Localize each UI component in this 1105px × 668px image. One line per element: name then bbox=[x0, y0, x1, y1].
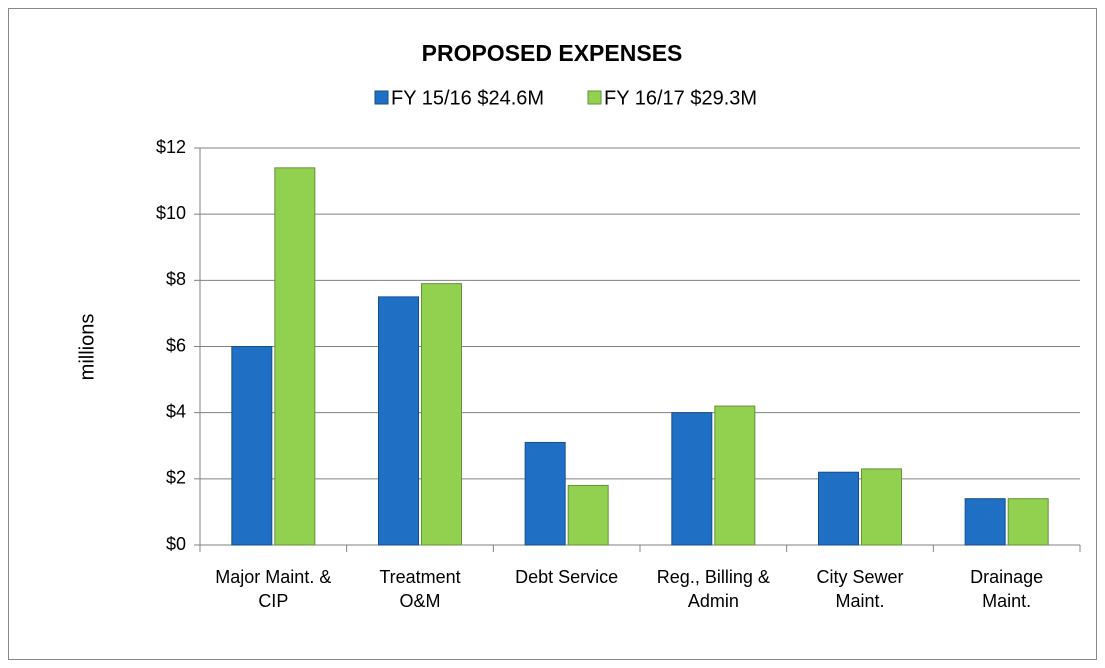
y-tick-label: $12 bbox=[156, 137, 186, 157]
bar bbox=[964, 498, 1006, 546]
bar bbox=[378, 296, 419, 546]
y-axis-label: millions bbox=[76, 314, 98, 381]
bar bbox=[421, 283, 462, 546]
bar bbox=[1007, 498, 1049, 546]
x-tick-label: Reg., Billing & Admin bbox=[656, 567, 770, 611]
y-tick-label: $2 bbox=[166, 468, 186, 488]
legend-label: FY 15/16 $24.6M bbox=[391, 87, 544, 109]
chart-title: PROPOSED EXPENSES bbox=[422, 40, 683, 66]
x-tick-label: Treatment O&M bbox=[379, 567, 461, 611]
bar bbox=[231, 346, 273, 546]
legend-swatch bbox=[374, 90, 389, 105]
bar bbox=[818, 471, 859, 546]
bar bbox=[861, 468, 902, 546]
chart-border bbox=[8, 8, 1097, 660]
y-tick-label: $10 bbox=[156, 203, 186, 223]
y-tick-label: $8 bbox=[166, 269, 186, 289]
bar bbox=[671, 412, 713, 546]
x-tick-label: Drainage Maint. bbox=[970, 567, 1044, 611]
bar bbox=[274, 167, 316, 546]
y-tick-label: $4 bbox=[166, 401, 186, 421]
x-tick-label: Major Maint. & CIP bbox=[215, 567, 332, 611]
bar bbox=[714, 405, 756, 546]
bar bbox=[524, 441, 566, 546]
legend-label: FY 16/17 $29.3M bbox=[604, 87, 757, 109]
x-tick-label: Debt Service bbox=[515, 567, 619, 587]
bar bbox=[567, 484, 609, 546]
y-tick-label: $6 bbox=[166, 335, 186, 355]
legend-swatch bbox=[587, 90, 602, 105]
x-tick-label: City Sewer Maint. bbox=[816, 567, 904, 611]
y-tick-label: $0 bbox=[166, 534, 186, 554]
